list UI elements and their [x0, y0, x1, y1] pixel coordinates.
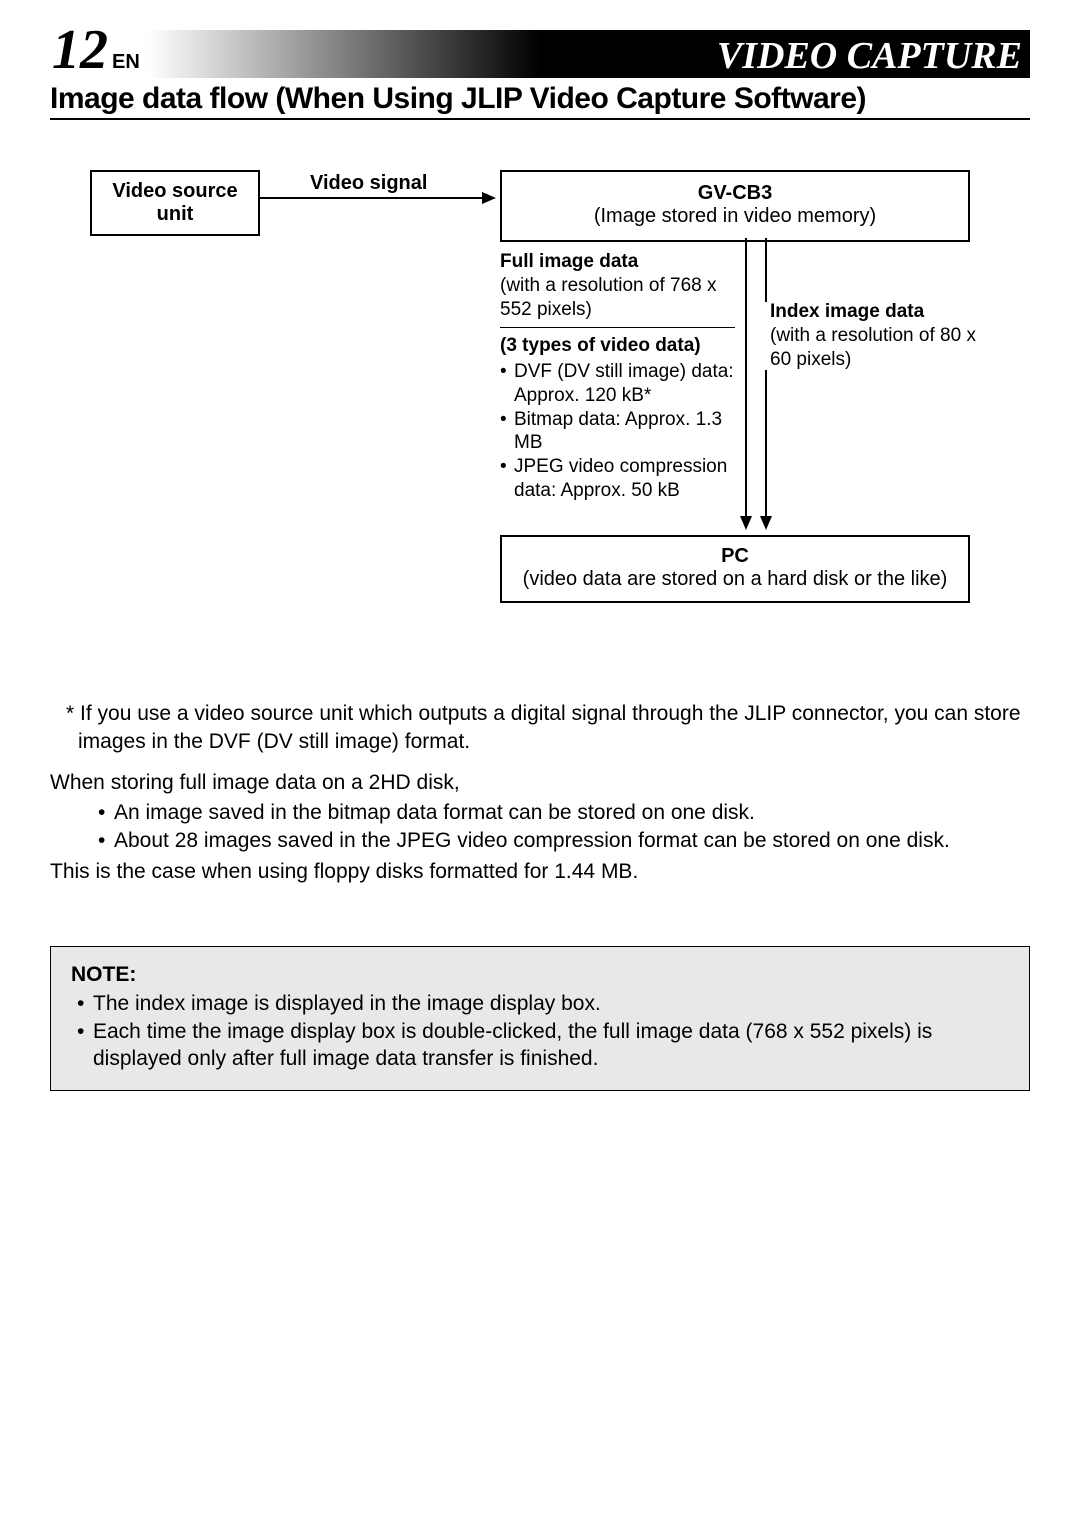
- when-storing-text: When storing full image data on a 2HD di…: [50, 769, 1030, 797]
- page-number: 12: [52, 22, 108, 78]
- page-header: 12 EN VIDEO CAPTURE: [50, 30, 1030, 78]
- page-number-wrap: 12 EN: [50, 22, 140, 78]
- page-language: EN: [112, 51, 140, 74]
- note-item-2: Each time the image display box is doubl…: [77, 1018, 1009, 1073]
- diagram-arrows: [90, 170, 990, 600]
- footnote-text: * If you use a video source unit which o…: [50, 700, 1030, 757]
- flow-diagram: Video source unit Video signal GV-CB3 (I…: [90, 170, 1020, 640]
- storage-bullet-jpeg: About 28 images saved in the JPEG video …: [98, 827, 1030, 855]
- header-title: VIDEO CAPTURE: [717, 36, 1030, 78]
- storage-bullets: An image saved in the bitmap data format…: [50, 799, 1030, 856]
- note-box: NOTE: The index image is displayed in th…: [50, 946, 1030, 1091]
- body-text: * If you use a video source unit which o…: [50, 700, 1030, 886]
- note-label: NOTE:: [71, 961, 1009, 988]
- section-title: Image data flow (When Using JLIP Video C…: [50, 82, 1030, 120]
- storage-bullet-bitmap: An image saved in the bitmap data format…: [98, 799, 1030, 827]
- trailing-text: This is the case when using floppy disks…: [50, 858, 1030, 886]
- note-item-1: The index image is displayed in the imag…: [77, 990, 1009, 1017]
- note-list: The index image is displayed in the imag…: [71, 990, 1009, 1072]
